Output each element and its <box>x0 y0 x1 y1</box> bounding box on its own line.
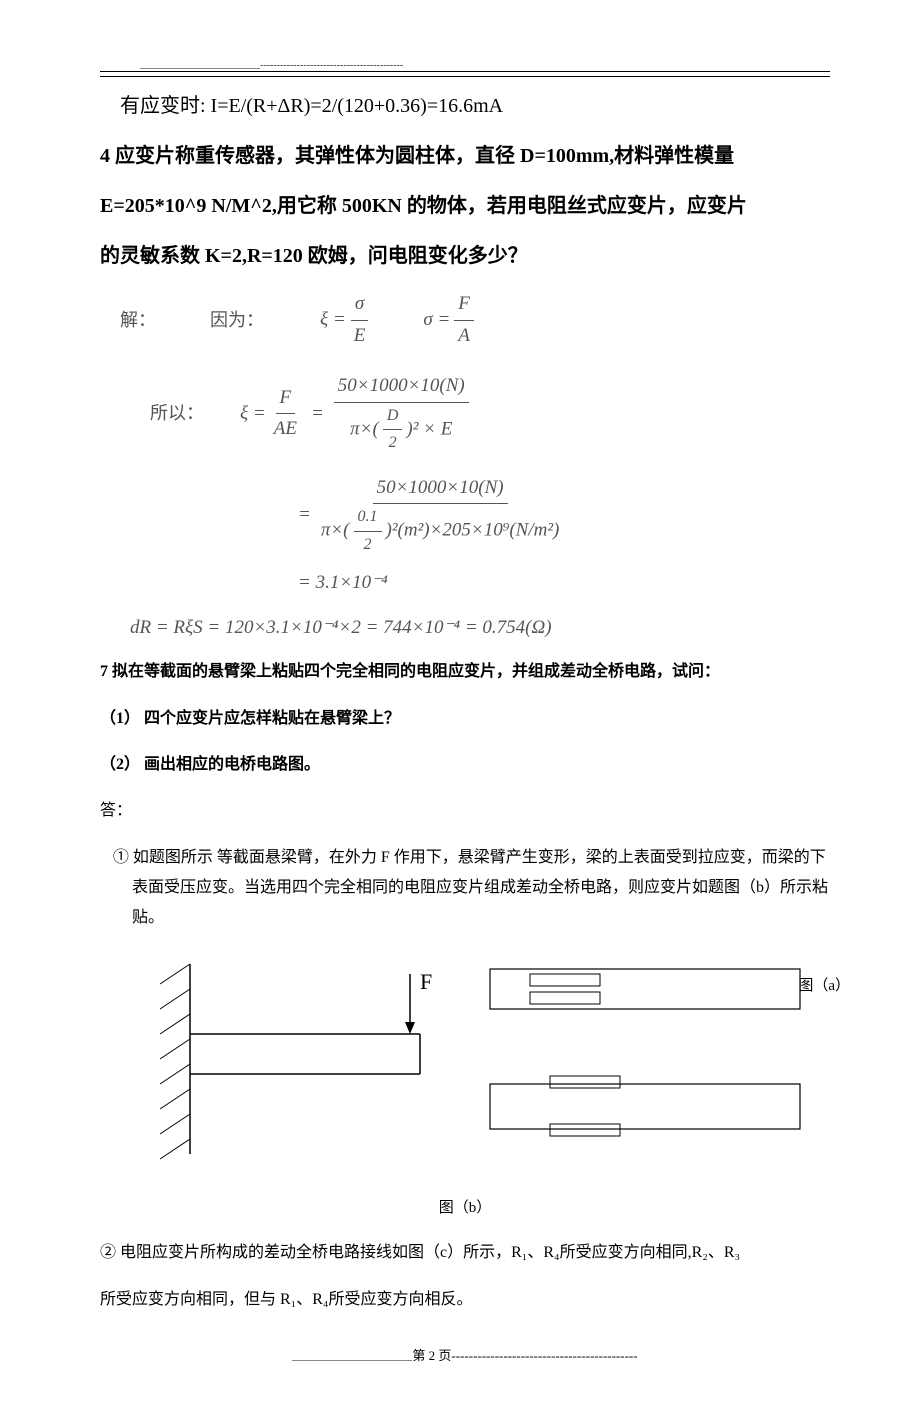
footer-line: 第 2 页-----------------------------------… <box>292 1345 637 1364</box>
footer: 第 2 页-----------------------------------… <box>100 1345 830 1364</box>
math-so-row: 所以： ξ = F AE = 50×1000×10(N) π×(D2)² × E <box>150 373 830 454</box>
q7-a2-l2: 所受应变方向相同，但与 R₁、R₄所受应变方向相反。 <box>100 1285 830 1315</box>
eq5: dR = RξS = 120×3.1×10⁻⁴×2 = 744×10⁻⁴ = 0… <box>130 615 552 642</box>
eq2-left: ξ = <box>240 401 266 428</box>
math-because-row: 解： 因为： ξ = σ E σ = F A <box>120 291 830 349</box>
eq3-eq: = <box>298 502 311 529</box>
fig-a-label: 图（a） <box>798 972 850 1001</box>
eq2a-frac: F AE <box>270 385 301 443</box>
math-eq5-row: dR = RξS = 120×3.1×10⁻⁴×2 = 744×10⁻⁴ = 0… <box>130 615 830 642</box>
q7-a2-l1: ② 电阻应变片所构成的差动全桥电路接线如图（c）所示，R₁、R₄所受应变方向相同… <box>100 1238 830 1268</box>
header-dashes: ----------------------------------------… <box>140 60 830 71</box>
eq2-eq: = <box>311 401 324 428</box>
header-rule-area: ----------------------------------------… <box>100 60 830 77</box>
q7-ans-label: 答： <box>100 796 830 826</box>
label-because: 因为： <box>210 308 270 333</box>
q7-sub2: （2） 画出相应的电桥电路图。 <box>100 750 830 780</box>
eq3-frac: 50×1000×10(N) π×(0.12)²(m²)×205×10⁹(N/m²… <box>317 475 564 556</box>
q7-a1: ① 如题图所示 等截面悬梁臂，在外力 F 作用下，悬梁臂产生变形，梁的上表面受到… <box>100 843 830 934</box>
fig-b-caption: 图（b） <box>100 1194 830 1223</box>
label-so: 所以： <box>150 401 210 426</box>
line-strain-current: 有应变时: I=E/(R+ΔR)=2/(120+0.36)=16.6mA <box>100 85 830 127</box>
eq1-frac: σ E <box>350 291 370 349</box>
math-eq4-row: = 3.1×10⁻⁴ <box>298 570 830 597</box>
math-eq3-row: = 50×1000×10(N) π×(0.12)²(m²)×205×10⁹(N/… <box>298 475 830 556</box>
math-solution: 解： 因为： ξ = σ E σ = F A 所以： ξ = F AE = 50… <box>120 291 830 641</box>
page: ----------------------------------------… <box>0 0 920 1404</box>
q4-line1: 4 应变片称重传感器，其弹性体为圆柱体，直径 D=100mm,材料弹性模量 <box>100 135 830 177</box>
diagram-area: F 图（a） <box>150 954 830 1184</box>
header-double-rule <box>100 71 830 77</box>
q7-block: 7 拟在等截面的悬臂梁上粘贴四个完全相同的电阻应变片，并组成差动全桥电路，试问：… <box>100 657 830 1315</box>
eq4: = 3.1×10⁻⁴ <box>298 570 388 597</box>
eq2b-frac: 50×1000×10(N) π×(D2)² × E <box>334 373 469 454</box>
label-solve: 解： <box>120 308 180 333</box>
eq1-left: ξ = <box>320 307 346 334</box>
beam-diagram-svg: F <box>150 954 850 1174</box>
q7-title: 7 拟在等截面的悬臂梁上粘贴四个完全相同的电阻应变片，并组成差动全桥电路，试问： <box>100 657 830 687</box>
q7-sub1: （1） 四个应变片应怎样粘贴在悬臂梁上？ <box>100 704 830 734</box>
force-label: F <box>420 969 432 994</box>
q4-line2: E=205*10^9 N/M^2,用它称 500KN 的物体，若用电阻丝式应变片… <box>100 185 830 227</box>
eq1b-frac: F A <box>454 291 474 349</box>
eq1-right: σ = <box>423 307 450 334</box>
q4-line3: 的灵敏系数 K=2,R=120 欧姆，问电阻变化多少？ <box>100 235 830 277</box>
